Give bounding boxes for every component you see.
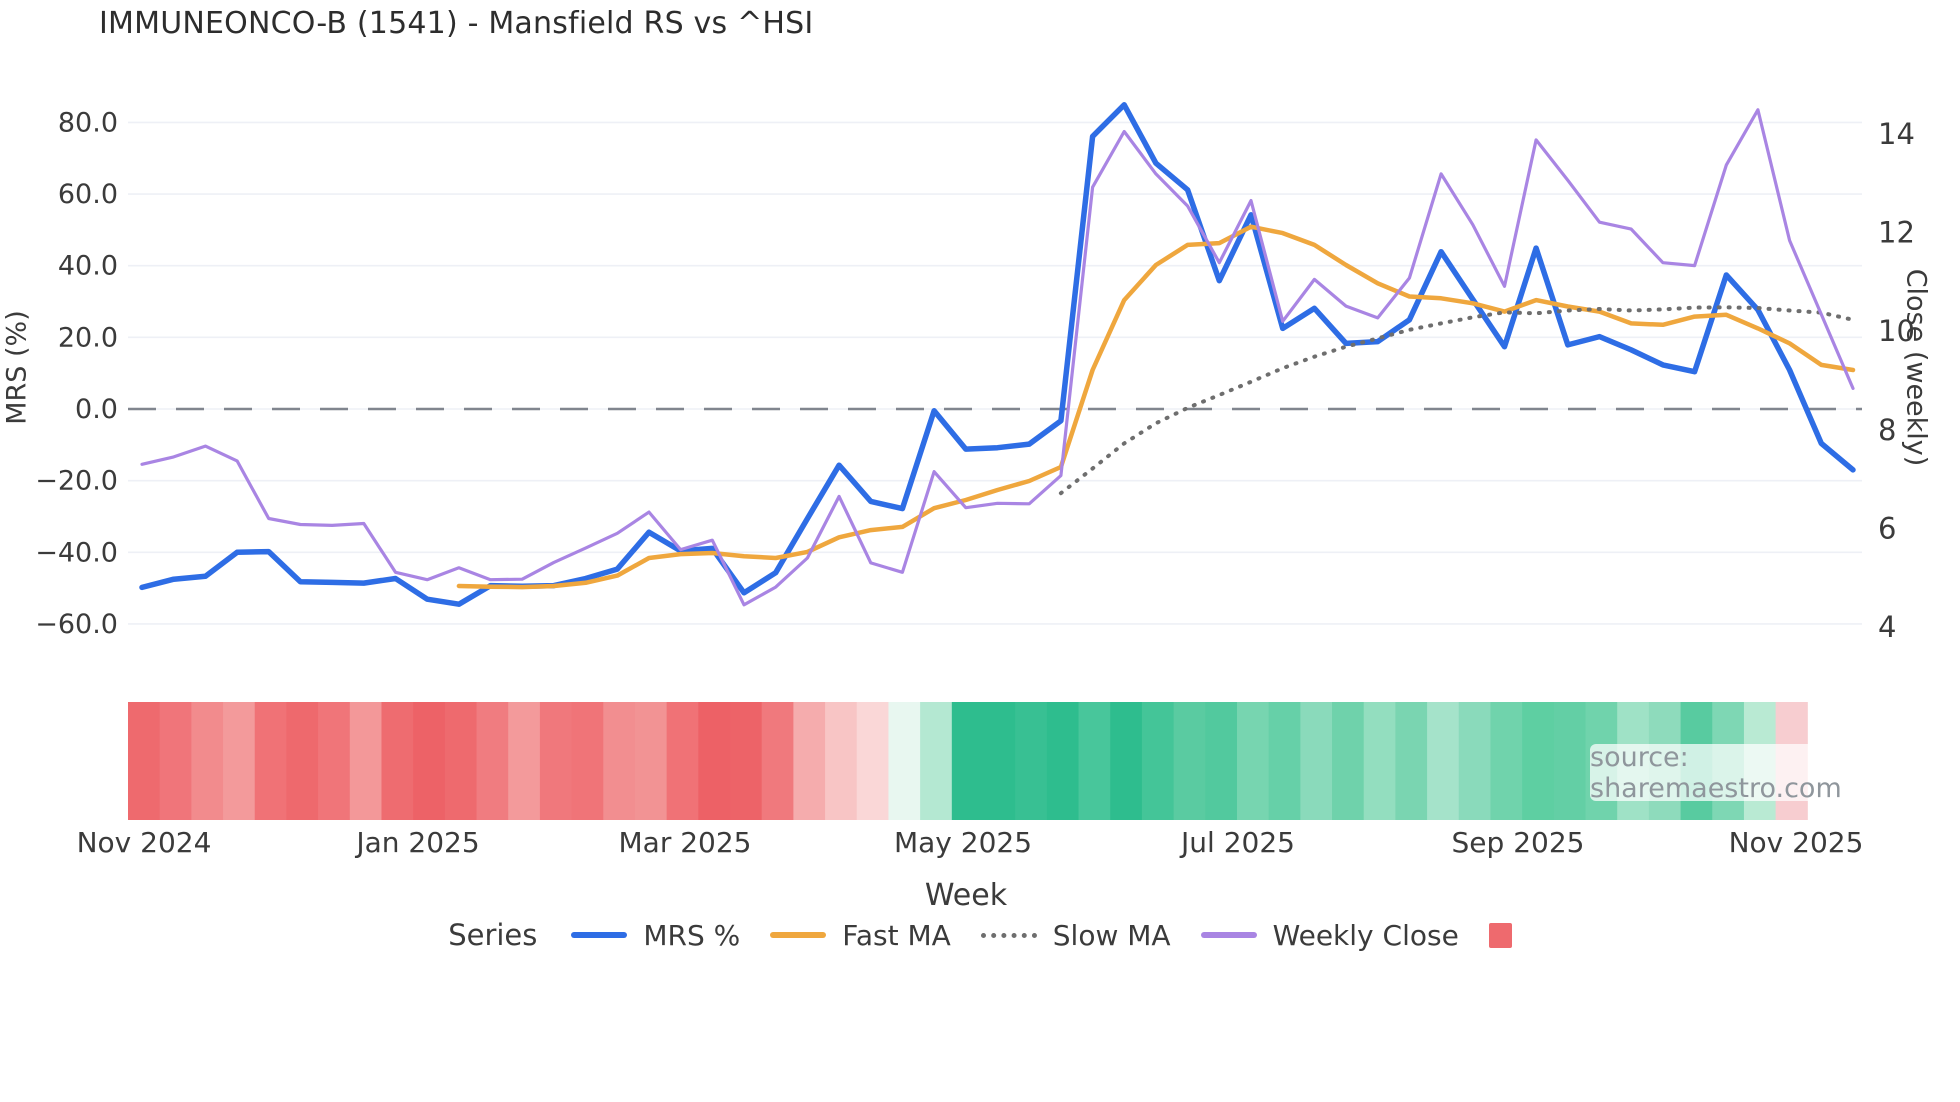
heatmap-cell [508, 702, 541, 820]
heatmap-cell [1046, 702, 1080, 820]
legend-label-weekly-close: Weekly Close [1272, 918, 1459, 952]
x-tick-label: Sep 2025 [1452, 826, 1585, 859]
heatmap-cell [730, 702, 763, 820]
heatmap-cell [1236, 702, 1270, 820]
legend-title: Series [448, 918, 538, 952]
heatmap-cell [761, 702, 794, 820]
x-tick-label: Mar 2025 [619, 826, 752, 859]
heatmap-cell [603, 702, 636, 820]
y-left-tick-label: −20.0 [35, 466, 118, 497]
heatmap-cell [1363, 702, 1396, 820]
series-line-mrs- [139, 102, 1856, 607]
fast-ma-line-swatch-icon [770, 932, 827, 938]
heatmap-cell [856, 702, 889, 820]
heatmap-cell [1205, 702, 1238, 820]
legend-label-slow-ma: Slow MA [1052, 918, 1171, 952]
x-tick-label: May 2025 [894, 826, 1032, 859]
heatmap-cell [1427, 702, 1460, 820]
heatmap-cell [983, 702, 1016, 820]
x-tick-label: Jan 2025 [354, 826, 479, 859]
x-tick-label: Nov 2024 [77, 826, 212, 859]
y-left-tick-label: −60.0 [35, 609, 118, 640]
y-right-tick-label: 14 [1878, 117, 1915, 151]
y-right-tick-label: 6 [1878, 511, 1896, 545]
heatmap-cell [1268, 702, 1301, 820]
heatmap-cell [1395, 702, 1428, 820]
heatmap-cell [1110, 702, 1143, 820]
heatmap-cell [1141, 702, 1175, 820]
legend: Series MRS % Fast MA Slow MA Weekly Clos… [0, 918, 1960, 952]
heatmap-cell [223, 702, 256, 820]
y-left-tick-label: 20.0 [58, 322, 118, 353]
y-left-tick-label: 40.0 [58, 251, 118, 282]
heatmap-cell [634, 702, 668, 820]
y-left-tick-label: 0.0 [75, 394, 118, 425]
legend-label-fast-ma: Fast MA [842, 918, 951, 952]
heatmap-cell [476, 702, 509, 820]
weekly-close-line-swatch-icon [1200, 932, 1257, 938]
legend-item-fast-ma: Fast MA [770, 918, 951, 952]
heatmap-cell [951, 702, 984, 820]
y-left-tick-label: 80.0 [58, 107, 118, 138]
heatmap-cell [698, 702, 731, 820]
heatmap-cell [318, 702, 351, 820]
y-axis-right-title: Close (weekly) [1900, 268, 1932, 467]
y-axis-left-title: MRS (%) [1, 310, 33, 425]
heatmap-red-swatch-icon [1488, 922, 1512, 948]
heatmap-cell [666, 702, 699, 820]
legend-item-weekly-close: Weekly Close [1200, 918, 1459, 952]
heatmap-cell [413, 702, 446, 820]
heatmap-cell [1553, 702, 1587, 820]
heatmap-cell [1332, 702, 1365, 820]
heatmap-cell [539, 702, 573, 820]
heatmap-cell [1522, 702, 1555, 820]
series-line-slow-ma [1058, 305, 1855, 496]
heatmap-cell [825, 702, 858, 820]
heatmap-cell [191, 702, 224, 820]
source-note-text: source: sharemaestro.com [1590, 741, 1842, 804]
heatmap-cell [1015, 702, 1048, 820]
heatmap-cell [254, 702, 287, 820]
heatmap-cell [159, 702, 192, 820]
legend-label-mrs: MRS % [643, 918, 741, 952]
mrs-line-swatch-icon [571, 932, 628, 938]
x-tick-label: Nov 2025 [1729, 826, 1864, 859]
heatmap-cell [793, 702, 826, 820]
heatmap-cell [1173, 702, 1206, 820]
heatmap-cell [444, 702, 478, 820]
slow-ma-dotted-swatch-icon [980, 932, 1037, 938]
heatmap-cell [128, 702, 161, 820]
y-right-tick-label: 4 [1878, 610, 1896, 644]
legend-item-slow-ma: Slow MA [980, 918, 1171, 952]
heatmap-cell [1490, 702, 1523, 820]
y-right-tick-label: 8 [1878, 413, 1896, 447]
heatmap-cell [888, 702, 921, 820]
y-right-tick-label: 12 [1878, 216, 1915, 250]
heatmap-cell [1078, 702, 1111, 820]
y-left-tick-label: −40.0 [35, 537, 118, 568]
source-note: source: sharemaestro.com [1590, 741, 1937, 804]
series-line-fast-ma [456, 224, 1856, 590]
legend-item-mrs: MRS % [571, 919, 740, 952]
y-left-tick-label: 60.0 [58, 179, 118, 210]
x-tick-label: Jul 2025 [1179, 826, 1295, 859]
heatmap-cell [571, 702, 604, 820]
y-right-tick-label: 10 [1878, 314, 1915, 348]
chart-title: IMMUNEONCO-B (1541) - Mansfield RS vs ^H… [99, 6, 814, 41]
heatmap-cell [1300, 702, 1333, 820]
heatmap-cell [381, 702, 414, 820]
heatmap-cell [920, 702, 953, 820]
series-line-weekly-close [140, 108, 1855, 607]
heatmap-cell [349, 702, 382, 820]
x-axis-title: Week [924, 878, 1008, 913]
heatmap-cell [1458, 702, 1491, 820]
heatmap-cell [286, 702, 319, 820]
